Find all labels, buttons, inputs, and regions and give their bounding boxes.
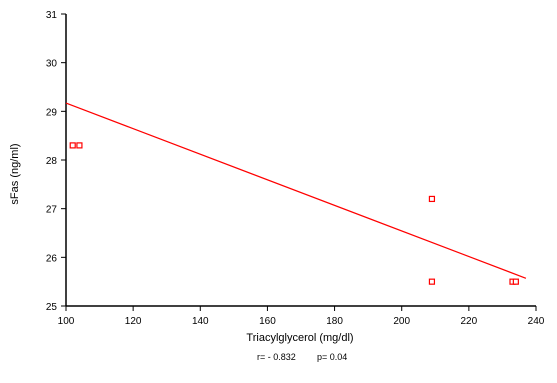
y-tick-label: 28 — [46, 156, 58, 167]
y-tick-label: 26 — [46, 253, 58, 264]
y-tick-label: 27 — [46, 205, 58, 216]
x-tick-label: 120 — [125, 316, 142, 327]
r-value-annotation: r= - 0.832 — [257, 352, 296, 362]
x-tick-label: 220 — [461, 316, 478, 327]
x-tick-label: 160 — [259, 316, 276, 327]
data-point — [428, 195, 436, 203]
data-point — [76, 142, 83, 149]
data-point — [69, 142, 76, 149]
p-value-annotation: p= 0.04 — [317, 352, 347, 362]
x-tick-label: 240 — [528, 316, 545, 327]
plot-area: 100 120 140 160 180 200 220 240 25 26 27 28 29 30 31 — [46, 10, 545, 327]
y-tick-label: 25 — [46, 302, 58, 313]
data-point — [428, 278, 436, 285]
x-tick-label: 100 — [58, 316, 75, 327]
x-tick-label: 140 — [192, 316, 209, 327]
regression-line — [65, 102, 527, 279]
y-tick-label: 30 — [46, 59, 58, 70]
y-axis-label: sFas (ng/ml) — [9, 143, 21, 204]
x-tick-label: 180 — [326, 316, 343, 327]
x-tick-label: 200 — [393, 316, 410, 327]
data-point — [512, 278, 519, 285]
y-tick-label: 31 — [46, 10, 58, 21]
y-tick-label: 29 — [46, 107, 58, 118]
x-axis-label: Triacylglycerol (mg/dl) — [246, 332, 353, 344]
